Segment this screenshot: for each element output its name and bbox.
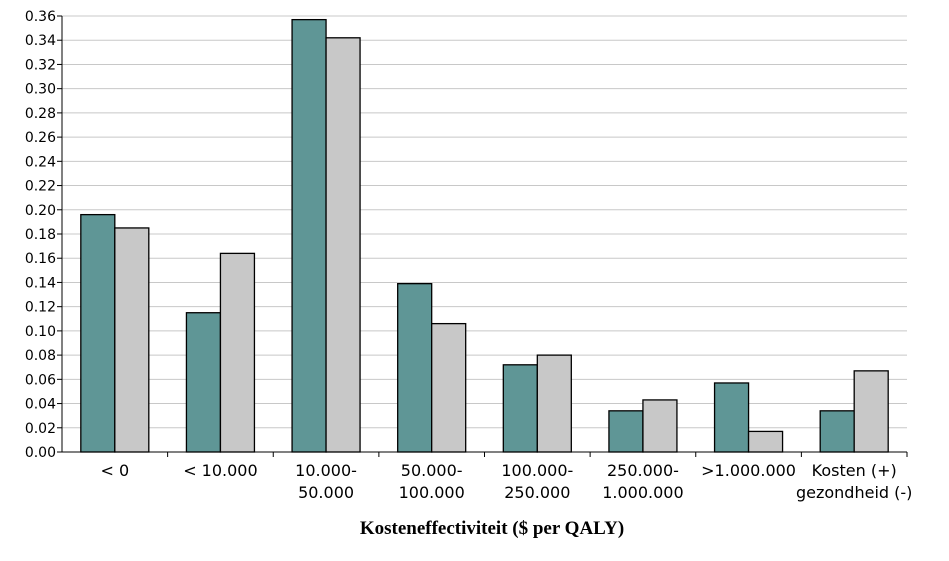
x-category-label: 100.000-250.000 (501, 461, 573, 502)
y-tick-label: 0.18 (25, 227, 56, 243)
bar-series-2 (219, 252, 256, 453)
y-tick-label: 0.30 (25, 82, 56, 98)
bar-series-1 (819, 410, 855, 453)
y-tick-label: 0.08 (25, 348, 56, 364)
bar-series-1 (80, 213, 116, 453)
y-tick-label: 0.06 (25, 372, 56, 388)
y-tick-label: 0.20 (25, 203, 56, 219)
bar-series-1 (502, 364, 538, 453)
y-tick-label: 0.32 (25, 57, 56, 73)
y-tick-label: 0.24 (25, 154, 56, 170)
y-tick-label: 0.28 (25, 106, 56, 122)
bar-series-1 (185, 312, 222, 453)
y-tick-label: 0.26 (25, 130, 56, 146)
x-category-label: < 10.000 (183, 461, 257, 480)
bars (80, 18, 889, 453)
bar-series-2 (642, 399, 678, 453)
y-tick-label: 0.34 (25, 33, 56, 49)
x-category-label: 250.000-1.000.000 (602, 461, 683, 502)
bar-series-1 (608, 410, 644, 453)
x-category-label: 10.000-50.000 (295, 461, 357, 502)
x-category-label: < 0 (100, 461, 129, 480)
y-tick-label: 0.04 (25, 397, 56, 413)
bar-series-2 (114, 227, 150, 453)
y-tick-label: 0.16 (25, 251, 56, 267)
y-tick-label: 0.14 (25, 275, 56, 291)
bar-series-1 (397, 283, 433, 453)
x-category-label: >1.000.000 (701, 461, 796, 480)
axes (61, 16, 908, 457)
x-axis-category-labels: < 0 < 10.000 10.000-50.000 50.000-100.000 10… (100, 461, 912, 502)
y-tick-label: 0.02 (25, 421, 56, 437)
y-tick-label: 0.22 (25, 179, 56, 195)
bar-series-2 (853, 370, 889, 453)
y-tick-label: 0.10 (25, 324, 56, 340)
x-axis-title: Kosteneffectiviteit ($ per QALY) (360, 518, 624, 539)
bar-series-2 (325, 37, 361, 453)
y-axis-ticks: 0.00 0.02 0.04 0.06 0.08 0.10 0.12 0.14 0.16 0.18… (25, 9, 62, 461)
x-category-label: 50.000-100.000 (399, 461, 465, 502)
x-category-label: Kosten (+) gezondheid (-) (796, 461, 912, 502)
y-tick-label: 0.36 (25, 9, 56, 25)
bar-series-2 (431, 322, 467, 453)
bar-series-1 (291, 18, 327, 453)
bar-series-1 (713, 382, 750, 453)
y-tick-label: 0.12 (25, 300, 56, 316)
gridlines (62, 15, 907, 429)
y-tick-label: 0.00 (25, 445, 56, 461)
bar-series-2 (536, 354, 572, 453)
bar-series-2 (747, 430, 784, 453)
